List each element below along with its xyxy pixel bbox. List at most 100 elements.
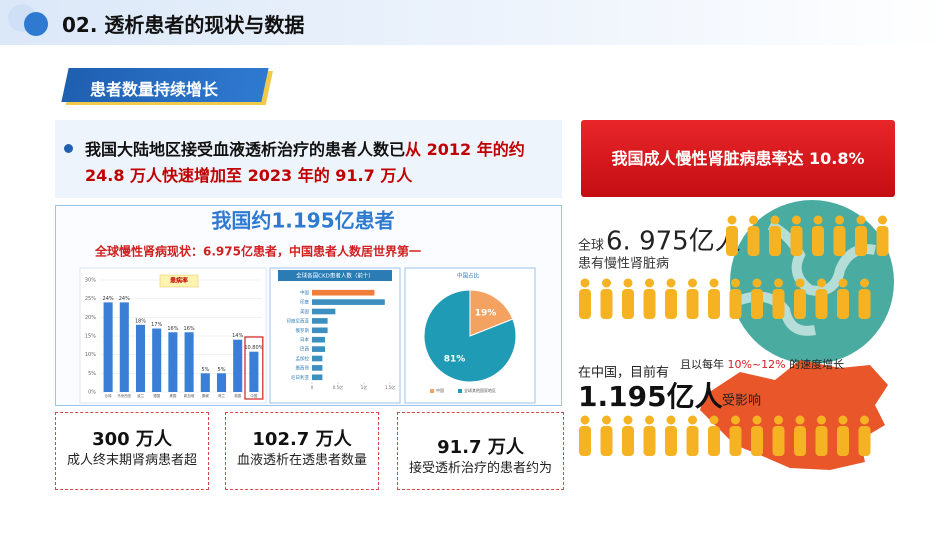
person-icon xyxy=(790,226,803,256)
x-tick-label: 1亿 xyxy=(361,384,368,390)
figure-title: 我国约1.195亿患者 xyxy=(211,209,394,233)
person-icon xyxy=(837,426,849,456)
person-icon xyxy=(666,415,676,425)
person-icon xyxy=(709,415,719,425)
chart-title: 中国占比 xyxy=(457,272,480,280)
value-label: 24% xyxy=(119,296,130,302)
bar xyxy=(135,324,146,392)
person-icon xyxy=(600,426,613,456)
person-icon xyxy=(774,415,783,425)
legend-swatch xyxy=(430,389,434,393)
person-icon xyxy=(731,415,740,425)
person-icon xyxy=(600,289,613,319)
person-icon xyxy=(643,426,656,456)
global-number: 6. 975亿人 xyxy=(606,227,741,257)
person-icon xyxy=(878,215,887,225)
person-icon xyxy=(645,415,654,425)
x-tick-label: 新加坡 xyxy=(184,393,195,398)
y-tick-label: 25% xyxy=(85,296,96,302)
growth-note: 且以每年 10%~12% 的速度增长 xyxy=(680,357,844,371)
person-icon xyxy=(688,415,697,425)
plot-bg xyxy=(269,267,401,404)
y-tick-label: 日本 xyxy=(300,336,309,343)
stat-box: 102.7 万人 血液透析在透患者数量 xyxy=(225,412,379,490)
page-title: 02. 透析患者的现状与数据 xyxy=(62,13,305,37)
y-tick-label: 俄罗斯 xyxy=(296,327,310,334)
bar xyxy=(312,365,323,371)
global-caption: 患有慢性肾脏病 xyxy=(578,256,669,272)
y-tick-label: 5% xyxy=(88,371,96,377)
x-tick-label: 0 xyxy=(311,385,314,390)
person-icon xyxy=(837,289,849,319)
y-tick-label: 10% xyxy=(85,352,96,358)
legend-label: 中国 xyxy=(436,387,444,393)
value-label: 5% xyxy=(218,367,226,373)
y-tick-label: 巴西 xyxy=(300,347,309,353)
person-icon xyxy=(794,289,806,319)
person-icon xyxy=(686,289,699,319)
stat-value: 300 万人 xyxy=(92,429,172,450)
figure-subtitle: 全球慢性肾病现状：6.975亿患者，中国患者人数居世界第一 xyxy=(94,244,421,259)
x-tick-label: 德国 xyxy=(153,393,160,398)
bar xyxy=(312,327,328,334)
header-band xyxy=(0,0,950,45)
person-icon xyxy=(817,415,826,425)
person-icon xyxy=(709,278,719,288)
x-tick-label: 挪威 xyxy=(202,393,209,398)
y-tick-label: 0% xyxy=(88,390,96,396)
bar xyxy=(312,299,385,305)
bar xyxy=(312,318,328,324)
person-icon xyxy=(835,215,844,225)
person-icon xyxy=(860,278,869,288)
person-icon xyxy=(817,278,826,288)
person-icon xyxy=(579,289,591,319)
legend-label: 全球其他国家地区 xyxy=(464,387,496,393)
person-icon xyxy=(815,289,828,319)
x-tick-label: 英国 xyxy=(234,393,241,398)
section-tag: 患者数量持续增长 xyxy=(90,80,219,99)
person-icon xyxy=(795,415,805,425)
value-label: 81% xyxy=(444,354,466,364)
value-label: 17% xyxy=(151,322,162,328)
x-tick-label: 波兰 xyxy=(137,393,144,398)
person-icon xyxy=(688,278,697,288)
bar xyxy=(103,302,113,392)
person-icon xyxy=(752,415,762,425)
person-icon xyxy=(813,215,823,225)
y-tick-label: 15% xyxy=(85,334,96,340)
person-icon xyxy=(856,215,866,225)
bar xyxy=(184,332,194,392)
y-tick-label: 中国 xyxy=(300,289,309,296)
legend-box xyxy=(159,274,199,288)
person-icon xyxy=(858,426,871,456)
person-icon xyxy=(729,289,742,319)
y-tick-label: 20% xyxy=(85,315,96,321)
person-icon xyxy=(622,426,634,456)
x-tick-label: 1.5亿 xyxy=(385,384,395,390)
bar xyxy=(200,373,210,392)
person-icon xyxy=(602,415,611,425)
person-icon xyxy=(858,289,871,319)
banner: 我国成人慢性肾脏病患率达 10.8% xyxy=(581,120,895,197)
value-label: 16% xyxy=(167,326,178,332)
person-icon xyxy=(876,226,889,256)
y-tick-label: 孟加拉 xyxy=(296,355,310,362)
x-tick-label: 马来西亚 xyxy=(117,393,131,398)
bullet-dot xyxy=(64,144,73,153)
x-tick-label: 沙特 xyxy=(105,393,112,398)
person-icon xyxy=(751,289,763,319)
bar xyxy=(312,308,336,315)
person-icon xyxy=(580,415,590,425)
person-icon xyxy=(579,426,591,456)
person-icon xyxy=(726,226,738,256)
highlight-frame xyxy=(244,336,264,400)
china-number: 1.195亿人 xyxy=(578,380,723,413)
stat-label: 血液透析在透患者数量 xyxy=(236,453,367,468)
y-tick-label: 墨西哥 xyxy=(296,365,310,371)
person-icon xyxy=(794,426,806,456)
person-icon xyxy=(795,278,805,288)
person-icon xyxy=(774,278,783,288)
person-icon xyxy=(749,215,758,225)
china-suffix: 受影响 xyxy=(722,393,761,409)
bar xyxy=(312,355,323,362)
